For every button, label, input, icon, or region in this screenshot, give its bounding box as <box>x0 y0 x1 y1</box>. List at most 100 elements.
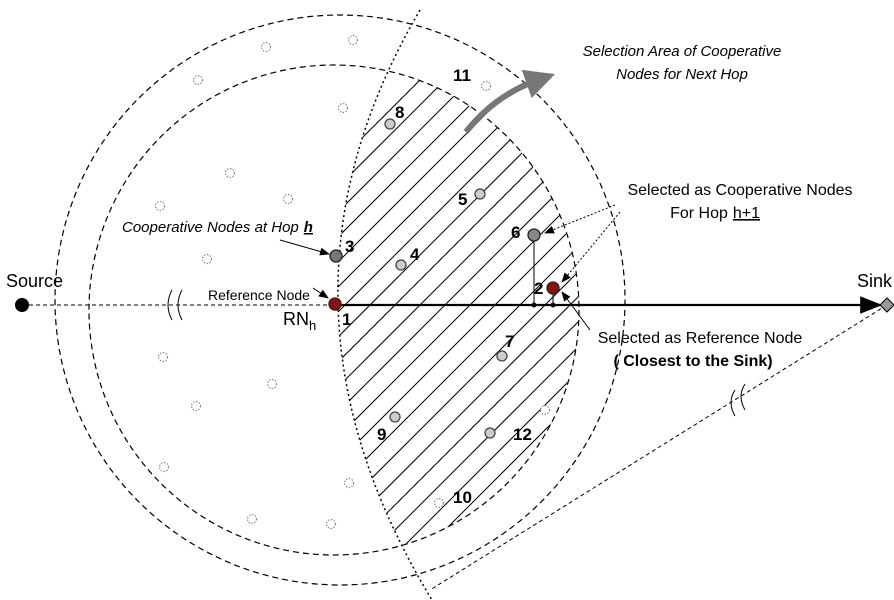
reference-selected: Selected as Reference Node <box>598 330 803 347</box>
node-label: 4 <box>410 245 420 264</box>
distant-node <box>325 518 337 530</box>
hatch-line <box>524 65 579 555</box>
distant-node <box>433 497 445 509</box>
hatch-line <box>337 65 579 555</box>
node <box>496 350 508 362</box>
hatch-line <box>549 65 579 555</box>
selection-area: Selection Area of Cooperative <box>583 43 782 60</box>
hatch-line <box>424 65 579 555</box>
sink-dashed <box>429 304 888 591</box>
hatch-line <box>337 65 579 555</box>
node-label: 6 <box>511 223 520 242</box>
hatch-line <box>337 65 551 555</box>
source-label: Source <box>6 271 63 291</box>
cooperative-selected: Selected as Cooperative Nodes <box>627 182 852 199</box>
outer-range <box>54 14 626 586</box>
hatch-line <box>337 65 579 555</box>
node <box>389 411 401 423</box>
hatch-line <box>675 0 894 600</box>
distant-node <box>266 378 278 390</box>
hatch-line <box>725 0 894 600</box>
hatch-line <box>337 65 579 555</box>
source-node <box>15 298 29 312</box>
hatch-line <box>337 65 579 555</box>
node-label: 7 <box>505 332 514 351</box>
hatch-line <box>337 65 579 555</box>
hatch-line <box>337 65 501 555</box>
reference-node <box>546 281 560 295</box>
hatch-line <box>600 0 894 600</box>
node-label: 8 <box>395 103 404 122</box>
hatch-line <box>349 65 579 555</box>
reference-selected: ( Closest to the Sink) <box>613 353 772 370</box>
curved-arrow <box>463 69 555 134</box>
foot <box>531 302 537 308</box>
reference-label: Reference Node <box>208 287 310 303</box>
node <box>384 118 396 130</box>
node-label: 2 <box>534 279 543 298</box>
hatch-line <box>337 65 579 555</box>
selection-arc <box>337 9 433 600</box>
pointer <box>279 239 330 256</box>
selection-area: Nodes for Next Hop <box>616 66 748 83</box>
sink-label: Sink <box>857 271 893 291</box>
pointer <box>312 287 329 299</box>
distant-node <box>158 461 170 473</box>
foot <box>550 302 556 308</box>
distant-nodes <box>154 34 551 530</box>
cooperative-selected: For Hop h+1 <box>670 205 760 222</box>
distant-node <box>224 167 236 179</box>
distant-node <box>192 74 204 86</box>
node-label: 11 <box>453 66 471 85</box>
distant-node <box>201 253 213 265</box>
distant-node <box>154 200 166 212</box>
node <box>395 259 407 271</box>
hatch-line <box>775 0 894 600</box>
inner-range <box>88 64 580 556</box>
hatch-line <box>337 65 579 555</box>
node <box>484 427 496 439</box>
node-label: 5 <box>458 190 467 209</box>
distant-node <box>282 193 294 205</box>
distant-node <box>539 404 551 416</box>
distant-node <box>157 351 169 363</box>
hatch-line <box>625 0 894 600</box>
hatch-line <box>399 65 579 555</box>
distant-node <box>246 513 258 525</box>
hatch-line <box>337 65 526 555</box>
node-label: 3 <box>345 237 354 256</box>
distant-node <box>190 400 202 412</box>
hatch-line <box>337 65 579 555</box>
hatch-line <box>374 65 579 555</box>
node-label: 12 <box>513 425 532 444</box>
rn-label: RNh <box>283 309 316 333</box>
node <box>329 249 343 263</box>
hatch-line <box>650 0 894 600</box>
hatch-line <box>337 65 579 555</box>
pointer <box>561 211 621 283</box>
pointer <box>561 291 591 331</box>
hatch-line <box>337 65 579 555</box>
hatch-line <box>800 0 894 600</box>
distant-node <box>260 41 272 53</box>
hatch-line <box>337 65 579 555</box>
sink-node <box>879 297 894 313</box>
reference-node <box>328 297 342 311</box>
distant-node <box>337 102 349 114</box>
node-label: 1 <box>342 310 351 329</box>
hatch-line <box>750 0 894 600</box>
node-label: 10 <box>453 488 472 507</box>
break-mark <box>167 289 746 417</box>
pointer <box>544 204 616 234</box>
cooperative-at-hop: Cooperative Nodes at Hop h <box>122 219 313 236</box>
distant-node <box>347 34 359 46</box>
hatch-line <box>574 65 579 555</box>
node <box>474 188 486 200</box>
distant-node <box>480 80 492 92</box>
hatch-line <box>474 65 579 555</box>
node-label: 9 <box>377 425 386 444</box>
hatch-line <box>825 0 894 600</box>
hatch-line <box>700 0 894 600</box>
